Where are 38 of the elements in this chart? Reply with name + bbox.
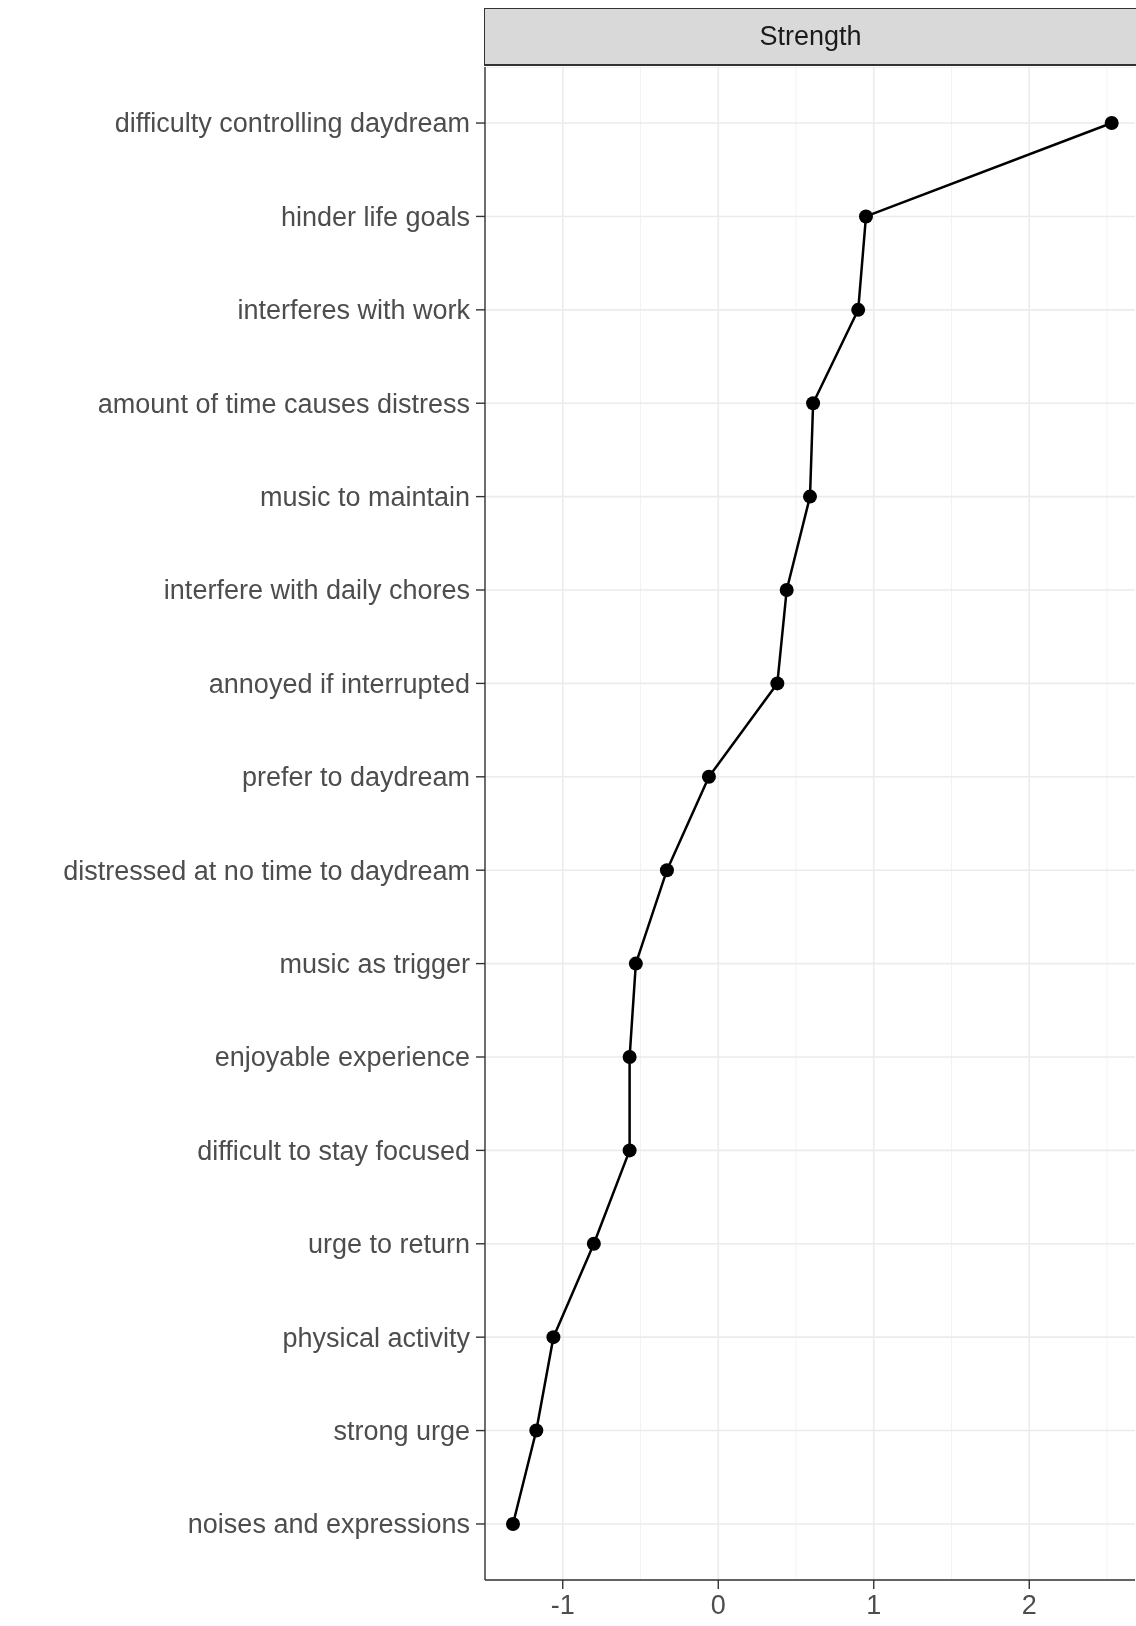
point bbox=[529, 1423, 544, 1438]
point bbox=[505, 1516, 520, 1531]
point bbox=[546, 1330, 561, 1345]
point bbox=[659, 863, 674, 878]
point bbox=[701, 769, 716, 784]
y-tick-label: interferes with work bbox=[237, 295, 471, 326]
y-tick-label: noises and expressions bbox=[187, 1509, 470, 1540]
y-tick-label: music to maintain bbox=[259, 482, 470, 513]
point bbox=[628, 956, 643, 971]
chart-title: Strength bbox=[759, 21, 862, 52]
y-tick-label: interfere with daily chores bbox=[163, 575, 470, 606]
y-tick-label: hinder life goals bbox=[280, 201, 470, 232]
y-tick-label: strong urge bbox=[333, 1416, 470, 1447]
point bbox=[586, 1236, 601, 1251]
y-tick-label: difficult to stay focused bbox=[197, 1135, 470, 1166]
x-tick-label: -1 bbox=[550, 1590, 575, 1621]
y-tick-label: enjoyable experience bbox=[214, 1042, 470, 1073]
y-tick-label: music as trigger bbox=[279, 949, 470, 980]
point bbox=[770, 676, 785, 691]
x-tick-label: 0 bbox=[710, 1590, 726, 1621]
y-tick-label: urge to return bbox=[307, 1229, 470, 1260]
y-tick-label: difficulty controlling daydream bbox=[114, 108, 470, 139]
y-tick-label: distressed at no time to daydream bbox=[63, 855, 470, 886]
point bbox=[622, 1049, 637, 1064]
y-tick-label: annoyed if interrupted bbox=[208, 668, 470, 699]
y-tick-label: amount of time causes distress bbox=[97, 388, 470, 419]
point bbox=[803, 489, 817, 504]
point bbox=[806, 396, 821, 411]
y-tick-label: prefer to daydream bbox=[241, 762, 470, 793]
x-tick-label: 2 bbox=[1021, 1590, 1037, 1621]
point bbox=[858, 209, 873, 224]
point bbox=[622, 1143, 637, 1158]
y-tick-label: physical activity bbox=[282, 1322, 471, 1353]
point bbox=[1104, 116, 1119, 131]
x-tick-label: 1 bbox=[866, 1590, 882, 1621]
point bbox=[851, 302, 866, 317]
point bbox=[779, 583, 794, 598]
facet-strip: Strength bbox=[484, 8, 1136, 66]
